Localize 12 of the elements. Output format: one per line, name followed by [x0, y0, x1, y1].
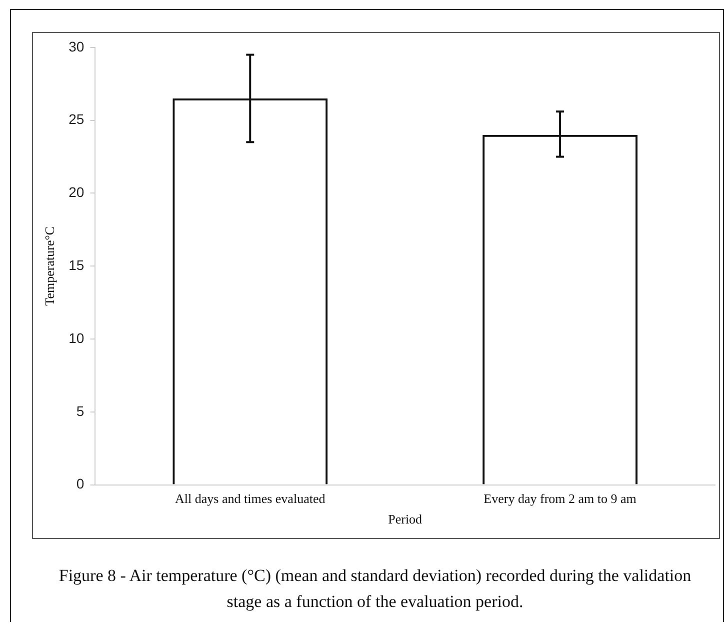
y-tick-label: 15: [68, 256, 84, 273]
x-tick-label: All days and times evaluated: [175, 491, 326, 506]
y-tick-label: 0: [76, 476, 84, 492]
x-axis-title: Period: [388, 512, 423, 527]
y-axis-title: Temperature°C: [42, 226, 58, 306]
y-tick-label: 25: [68, 111, 84, 128]
y-tick-label: 5: [76, 402, 84, 419]
caption: Figure 8 - Air temperature (°C) (mean and standard deviation) recorded during the validation stage as a function of the evaluation period.: [58, 565, 692, 613]
y-tick-label: 10: [68, 330, 84, 346]
x-tick-label: Every day from 2 am to 9 am: [484, 491, 636, 506]
y-tick-label: 20: [68, 184, 84, 200]
y-tick-label: 30: [68, 38, 84, 54]
